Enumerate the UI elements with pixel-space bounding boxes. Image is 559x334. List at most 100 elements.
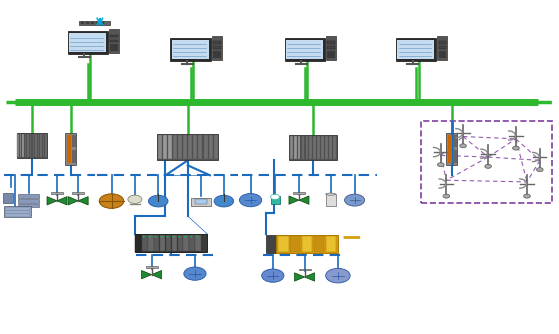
Bar bbox=[45, 134, 47, 157]
Circle shape bbox=[149, 195, 168, 207]
Bar bbox=[306, 136, 309, 159]
Bar bbox=[158, 135, 162, 159]
Bar bbox=[178, 135, 182, 159]
Circle shape bbox=[262, 269, 284, 282]
Ellipse shape bbox=[326, 193, 335, 195]
Polygon shape bbox=[151, 271, 162, 279]
Bar bbox=[22, 134, 24, 157]
Bar bbox=[289, 135, 337, 160]
Bar bbox=[318, 136, 320, 159]
Bar bbox=[278, 236, 288, 252]
Bar bbox=[69, 33, 106, 52]
Bar bbox=[396, 38, 436, 61]
Bar bbox=[314, 136, 316, 159]
Bar bbox=[193, 135, 197, 159]
Bar bbox=[18, 199, 39, 203]
Polygon shape bbox=[78, 197, 88, 205]
Bar bbox=[198, 135, 202, 159]
Bar bbox=[111, 44, 118, 51]
Circle shape bbox=[184, 267, 206, 280]
Bar bbox=[111, 35, 118, 37]
Bar bbox=[170, 38, 211, 61]
Bar bbox=[328, 41, 335, 44]
Bar bbox=[447, 133, 457, 165]
Circle shape bbox=[513, 146, 519, 150]
Bar bbox=[72, 192, 84, 194]
Bar bbox=[310, 136, 312, 159]
Bar bbox=[277, 235, 338, 253]
Bar bbox=[40, 134, 41, 157]
Bar bbox=[328, 51, 335, 58]
Circle shape bbox=[438, 163, 444, 167]
Circle shape bbox=[128, 195, 142, 203]
Bar bbox=[328, 46, 335, 49]
Bar bbox=[397, 40, 434, 59]
Bar bbox=[293, 192, 305, 194]
Bar bbox=[165, 235, 171, 251]
Bar bbox=[5, 214, 30, 216]
Bar bbox=[421, 121, 552, 203]
Bar bbox=[148, 235, 154, 251]
Bar bbox=[145, 266, 158, 268]
Bar bbox=[321, 136, 324, 159]
Bar bbox=[80, 22, 84, 24]
Bar bbox=[42, 134, 44, 157]
Bar bbox=[209, 135, 212, 159]
Bar bbox=[20, 134, 21, 157]
Bar bbox=[298, 136, 301, 159]
Bar bbox=[111, 40, 118, 42]
Bar bbox=[35, 134, 36, 157]
Circle shape bbox=[344, 194, 364, 206]
Polygon shape bbox=[289, 196, 299, 204]
Polygon shape bbox=[295, 273, 305, 281]
Circle shape bbox=[178, 236, 181, 237]
Bar bbox=[154, 235, 159, 251]
Bar bbox=[79, 21, 110, 25]
Circle shape bbox=[172, 236, 174, 237]
Polygon shape bbox=[57, 197, 67, 205]
Bar bbox=[173, 135, 177, 159]
Circle shape bbox=[196, 236, 198, 237]
Bar bbox=[448, 135, 452, 163]
Bar bbox=[30, 134, 31, 157]
Bar bbox=[439, 41, 447, 44]
Bar bbox=[183, 135, 187, 159]
Bar bbox=[32, 134, 34, 157]
Bar bbox=[135, 234, 207, 252]
Bar bbox=[2, 193, 12, 203]
Bar bbox=[290, 136, 292, 159]
Bar bbox=[110, 29, 119, 53]
Bar bbox=[299, 269, 311, 271]
Bar bbox=[326, 36, 336, 60]
Polygon shape bbox=[305, 273, 315, 281]
Bar bbox=[203, 135, 207, 159]
Bar bbox=[37, 134, 39, 157]
Polygon shape bbox=[68, 197, 78, 205]
Bar bbox=[290, 236, 301, 252]
Bar bbox=[266, 235, 277, 253]
Bar bbox=[214, 41, 221, 44]
Bar bbox=[4, 206, 31, 217]
Bar bbox=[191, 198, 211, 206]
Bar bbox=[195, 235, 201, 251]
Circle shape bbox=[326, 268, 350, 283]
Bar bbox=[302, 236, 312, 252]
Bar bbox=[183, 235, 189, 251]
Circle shape bbox=[239, 193, 262, 207]
Bar bbox=[333, 136, 336, 159]
Bar bbox=[160, 235, 165, 251]
Bar bbox=[67, 135, 72, 163]
Bar bbox=[135, 235, 141, 252]
Circle shape bbox=[143, 236, 145, 237]
Bar bbox=[5, 211, 30, 213]
Bar bbox=[157, 134, 219, 160]
Bar bbox=[142, 235, 148, 251]
Bar bbox=[51, 192, 63, 194]
Bar bbox=[101, 22, 104, 24]
Bar bbox=[172, 40, 209, 59]
Bar bbox=[326, 236, 336, 252]
Circle shape bbox=[100, 194, 124, 208]
Bar bbox=[168, 135, 172, 159]
Circle shape bbox=[443, 194, 449, 198]
Circle shape bbox=[167, 236, 168, 237]
